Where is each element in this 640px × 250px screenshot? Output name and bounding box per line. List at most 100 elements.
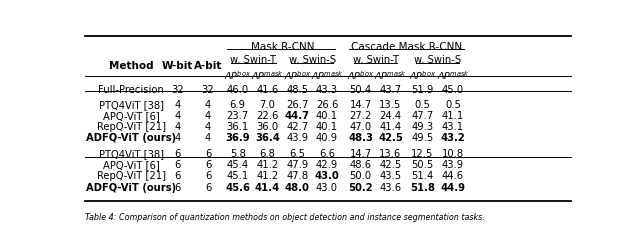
Text: 50.2: 50.2 bbox=[348, 182, 373, 192]
Text: 47.7: 47.7 bbox=[411, 110, 433, 120]
Text: 23.7: 23.7 bbox=[227, 110, 249, 120]
Text: 48.6: 48.6 bbox=[349, 160, 372, 170]
Text: 27.2: 27.2 bbox=[349, 110, 372, 120]
Text: 14.7: 14.7 bbox=[349, 100, 372, 110]
Text: 50.5: 50.5 bbox=[411, 160, 433, 170]
Text: 6.5: 6.5 bbox=[289, 148, 305, 158]
Text: 43.0: 43.0 bbox=[315, 171, 339, 181]
Text: AP$^{mask}$: AP$^{mask}$ bbox=[436, 69, 469, 81]
Text: 12.5: 12.5 bbox=[411, 148, 433, 158]
Text: 49.3: 49.3 bbox=[411, 122, 433, 132]
Text: 41.1: 41.1 bbox=[442, 110, 464, 120]
Text: 48.3: 48.3 bbox=[348, 133, 373, 143]
Text: 32: 32 bbox=[171, 85, 184, 95]
Text: 5.8: 5.8 bbox=[230, 148, 246, 158]
Text: 24.4: 24.4 bbox=[380, 110, 401, 120]
Text: w. Swin-T: w. Swin-T bbox=[230, 55, 276, 65]
Text: w. Swin-S: w. Swin-S bbox=[289, 55, 336, 65]
Text: 13.5: 13.5 bbox=[380, 100, 402, 110]
Text: 6: 6 bbox=[205, 182, 211, 192]
Text: 13.6: 13.6 bbox=[380, 148, 402, 158]
Text: 51.9: 51.9 bbox=[411, 85, 433, 95]
Text: ADFQ-ViT (ours): ADFQ-ViT (ours) bbox=[86, 133, 176, 143]
Text: 14.7: 14.7 bbox=[349, 148, 372, 158]
Text: 43.1: 43.1 bbox=[442, 122, 464, 132]
Text: 6: 6 bbox=[205, 148, 211, 158]
Text: 50.0: 50.0 bbox=[349, 171, 372, 181]
Text: 4: 4 bbox=[174, 110, 180, 120]
Text: 46.0: 46.0 bbox=[227, 85, 249, 95]
Text: 4: 4 bbox=[174, 100, 180, 110]
Text: AP$^{box}$: AP$^{box}$ bbox=[409, 69, 436, 81]
Text: 10.8: 10.8 bbox=[442, 148, 464, 158]
Text: 6: 6 bbox=[174, 148, 180, 158]
Text: 50.4: 50.4 bbox=[349, 85, 372, 95]
Text: 4: 4 bbox=[205, 110, 211, 120]
Text: Cascade Mask R-CNN: Cascade Mask R-CNN bbox=[351, 42, 463, 52]
Text: 42.5: 42.5 bbox=[378, 133, 403, 143]
Text: APQ-ViT [6]: APQ-ViT [6] bbox=[102, 110, 159, 120]
Text: Table 4: Comparison of quantization methods on object detection and instance seg: Table 4: Comparison of quantization meth… bbox=[85, 212, 484, 221]
Text: 43.6: 43.6 bbox=[380, 182, 401, 192]
Text: 7.0: 7.0 bbox=[260, 100, 275, 110]
Text: 36.4: 36.4 bbox=[255, 133, 280, 143]
Text: 40.1: 40.1 bbox=[316, 122, 338, 132]
Text: 43.2: 43.2 bbox=[440, 133, 465, 143]
Text: 41.4: 41.4 bbox=[380, 122, 401, 132]
Text: AP$^{mask}$: AP$^{mask}$ bbox=[374, 69, 407, 81]
Text: 0.5: 0.5 bbox=[445, 100, 461, 110]
Text: 41.6: 41.6 bbox=[257, 85, 278, 95]
Text: 42.7: 42.7 bbox=[286, 122, 308, 132]
Text: 41.2: 41.2 bbox=[257, 171, 278, 181]
Text: Method: Method bbox=[109, 61, 154, 71]
Text: 49.5: 49.5 bbox=[411, 133, 433, 143]
Text: 4: 4 bbox=[205, 100, 211, 110]
Text: 47.0: 47.0 bbox=[349, 122, 372, 132]
Text: Mask R-CNN: Mask R-CNN bbox=[251, 42, 314, 52]
Text: 45.1: 45.1 bbox=[227, 171, 249, 181]
Text: 47.8: 47.8 bbox=[286, 171, 308, 181]
Text: 26.7: 26.7 bbox=[286, 100, 308, 110]
Text: 48.5: 48.5 bbox=[286, 85, 308, 95]
Text: AP$^{box}$: AP$^{box}$ bbox=[347, 69, 374, 81]
Text: 36.0: 36.0 bbox=[257, 122, 278, 132]
Text: 6: 6 bbox=[205, 160, 211, 170]
Text: 43.9: 43.9 bbox=[286, 133, 308, 143]
Text: 41.2: 41.2 bbox=[257, 160, 278, 170]
Text: 6: 6 bbox=[205, 171, 211, 181]
Text: 4: 4 bbox=[205, 122, 211, 132]
Text: 42.9: 42.9 bbox=[316, 160, 338, 170]
Text: PTQ4ViT [38]: PTQ4ViT [38] bbox=[99, 100, 164, 110]
Text: 45.4: 45.4 bbox=[227, 160, 249, 170]
Text: 45.6: 45.6 bbox=[225, 182, 250, 192]
Text: 6: 6 bbox=[174, 182, 180, 192]
Text: 44.6: 44.6 bbox=[442, 171, 464, 181]
Text: 26.6: 26.6 bbox=[316, 100, 338, 110]
Text: 43.5: 43.5 bbox=[380, 171, 401, 181]
Text: 51.4: 51.4 bbox=[411, 171, 433, 181]
Text: w. Swin-S: w. Swin-S bbox=[414, 55, 461, 65]
Text: AP$^{box}$: AP$^{box}$ bbox=[284, 69, 311, 81]
Text: 6: 6 bbox=[174, 160, 180, 170]
Text: ADFQ-ViT (ours): ADFQ-ViT (ours) bbox=[86, 182, 176, 192]
Text: 0.5: 0.5 bbox=[414, 100, 430, 110]
Text: 41.4: 41.4 bbox=[255, 182, 280, 192]
Text: AP$^{box}$: AP$^{box}$ bbox=[224, 69, 252, 81]
Text: 43.0: 43.0 bbox=[316, 182, 338, 192]
Text: 4: 4 bbox=[205, 133, 211, 143]
Text: 44.9: 44.9 bbox=[440, 182, 465, 192]
Text: 40.1: 40.1 bbox=[316, 110, 338, 120]
Text: 6.6: 6.6 bbox=[319, 148, 335, 158]
Text: PTQ4ViT [38]: PTQ4ViT [38] bbox=[99, 148, 164, 158]
Text: w. Swin-T: w. Swin-T bbox=[353, 55, 399, 65]
Text: APQ-ViT [6]: APQ-ViT [6] bbox=[102, 160, 159, 170]
Text: 45.0: 45.0 bbox=[442, 85, 464, 95]
Text: 43.9: 43.9 bbox=[442, 160, 464, 170]
Text: 43.3: 43.3 bbox=[316, 85, 338, 95]
Text: 51.8: 51.8 bbox=[410, 182, 435, 192]
Text: RepQ-ViT [21]: RepQ-ViT [21] bbox=[97, 171, 166, 181]
Text: 47.9: 47.9 bbox=[286, 160, 308, 170]
Text: A-bit: A-bit bbox=[194, 61, 222, 71]
Text: 4: 4 bbox=[174, 122, 180, 132]
Text: W-bit: W-bit bbox=[161, 61, 193, 71]
